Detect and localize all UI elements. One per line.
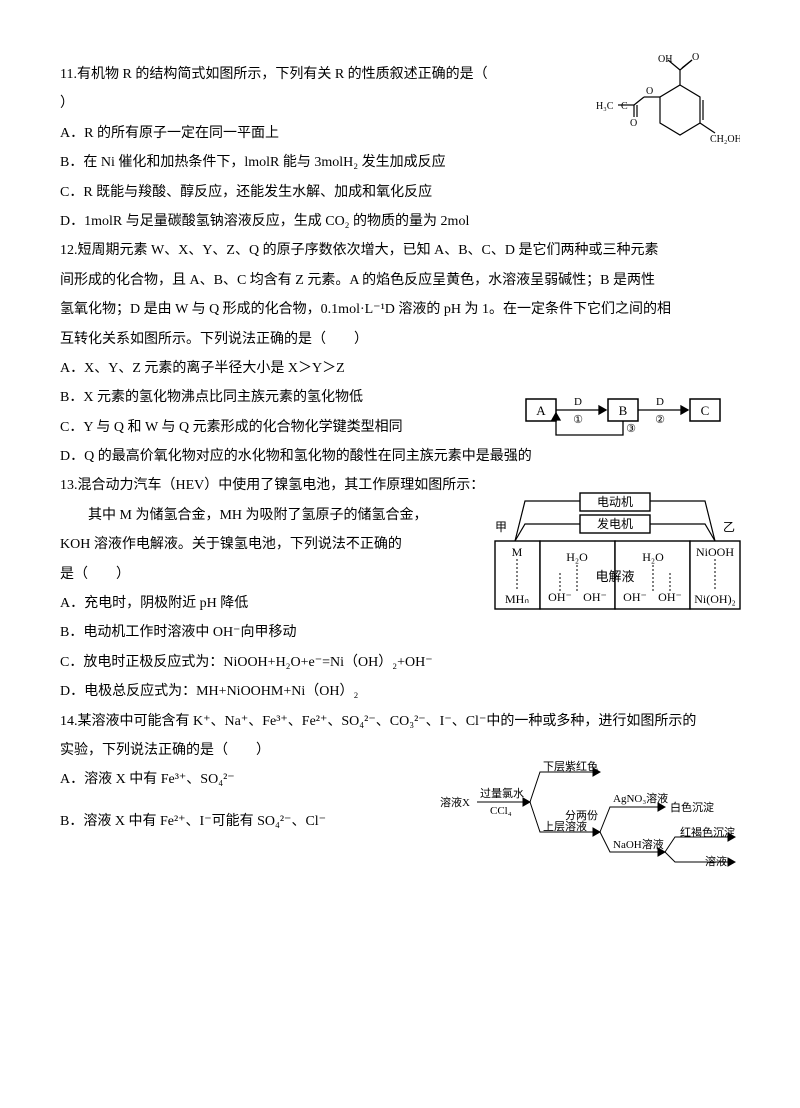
svg-text:OH⁻: OH⁻ <box>623 590 647 604</box>
q12-stem-line4: 互转化关系如图所示。下列说法正确的是（ ） <box>60 325 740 354</box>
svg-text:A: A <box>536 403 546 418</box>
svg-text:过量氯水: 过量氯水 <box>480 786 524 800</box>
svg-text:H₂O: H₂O <box>566 550 588 564</box>
svg-text:CCl₄: CCl₄ <box>490 805 512 817</box>
svg-text:B: B <box>619 403 628 418</box>
svg-text:O: O <box>646 86 653 97</box>
q14-stem-line1: 14.某溶液中可能含有 K⁺、Na⁺、Fe³⁺、Fe²⁺、SO₄²⁻、CO₃²⁻… <box>60 707 740 736</box>
svg-text:OH⁻: OH⁻ <box>658 590 682 604</box>
battery-diagram: 电动机 发电机 甲 乙 M MHₙ NiOOH Ni(OH)₂ H₂O H₂O … <box>485 491 745 616</box>
question-11: O OH H₃C C O O CH₂OH 11.有机物 R 的结构简式如图所示，… <box>60 60 740 236</box>
svg-text:NaOH溶液: NaOH溶液 <box>613 837 664 851</box>
svg-text:溶液: 溶液 <box>705 854 727 867</box>
svg-text:CH₂OH: CH₂OH <box>710 134 740 145</box>
svg-text:MHₙ: MHₙ <box>505 592 529 606</box>
svg-text:②: ② <box>655 414 665 426</box>
svg-text:O: O <box>630 118 637 129</box>
svg-text:D: D <box>574 396 582 408</box>
svg-text:电动机: 电动机 <box>597 495 633 509</box>
q13-option-c: C．放电时正极反应式为：NiOOH+H₂O+e⁻=Ni（OH）₂+OH⁻ <box>60 648 740 677</box>
svg-text:分两份: 分两份 <box>565 809 598 822</box>
svg-text:H₂O: H₂O <box>642 550 664 564</box>
q12-stem-line2: 间形成的化合物，且 A、B、C 均含有 Z 元素。A 的焰色反应呈黄色，水溶液呈… <box>60 266 740 295</box>
svg-text:AgNO₃溶液: AgNO₃溶液 <box>613 791 668 805</box>
svg-text:白色沉淀: 白色沉淀 <box>670 800 714 814</box>
svg-text:①: ① <box>573 414 583 426</box>
svg-text:H₃C: H₃C <box>596 101 614 112</box>
svg-text:D: D <box>656 396 664 408</box>
experiment-diagram: 溶液X 过量氯水 CCl₄ 下层紫红色 上层溶液 分两份 AgNO₃溶液 白色沉… <box>435 757 745 867</box>
q12-option-a: A．X、Y、Z 元素的离子半径大小是 X＞Y＞Z <box>60 354 740 383</box>
svg-text:OH⁻: OH⁻ <box>583 590 607 604</box>
question-13: 13.混合动力汽车（HEV）中使用了镍氢电池，其工作原理如图所示： 电动机 发电… <box>60 471 740 706</box>
svg-text:电解液: 电解液 <box>595 569 634 584</box>
transform-diagram: A B C D D ① ② ③ <box>520 391 730 449</box>
svg-text:Ni(OH)₂: Ni(OH)₂ <box>694 592 736 606</box>
svg-text:甲: 甲 <box>495 520 507 534</box>
molecule-diagram: O OH H₃C C O O CH₂OH <box>590 50 740 165</box>
svg-text:NiOOH: NiOOH <box>696 545 734 559</box>
svg-text:OH⁻: OH⁻ <box>548 590 572 604</box>
q12-stem-line1: 12.短周期元素 W、X、Y、Z、Q 的原子序数依次增大，已知 A、B、C、D … <box>60 236 740 265</box>
q11-option-d: D．1molR 与足量碳酸氢钠溶液反应，生成 CO₂ 的物质的量为 2mol <box>60 207 740 236</box>
svg-text:C: C <box>701 403 710 418</box>
svg-text:红褐色沉淀: 红褐色沉淀 <box>680 825 735 839</box>
svg-text:③: ③ <box>626 423 636 435</box>
q13-option-b: B．电动机工作时溶液中 OH⁻向甲移动 <box>60 618 740 647</box>
svg-text:M: M <box>512 545 523 559</box>
q11-option-c: C．R 既能与羧酸、醇反应，还能发生水解、加成和氧化反应 <box>60 178 740 207</box>
svg-text:乙: 乙 <box>723 520 735 534</box>
svg-text:发电机: 发电机 <box>597 516 633 531</box>
svg-text:O: O <box>692 52 699 63</box>
svg-text:C: C <box>621 101 628 112</box>
q13-option-d: D．电极总反应式为：MH+NiOOHM+Ni（OH）₂ <box>60 677 740 706</box>
question-12: 12.短周期元素 W、X、Y、Z、Q 的原子序数依次增大，已知 A、B、C、D … <box>60 236 740 471</box>
q12-stem-line3: 氢氧化物；D 是由 W 与 Q 形成的化合物，0.1mol·L⁻¹D 溶液的 p… <box>60 295 740 324</box>
question-14: 14.某溶液中可能含有 K⁺、Na⁺、Fe³⁺、Fe²⁺、SO₄²⁻、CO₃²⁻… <box>60 707 740 837</box>
svg-text:下层紫红色: 下层紫红色 <box>543 759 598 773</box>
svg-text:溶液X: 溶液X <box>440 795 470 809</box>
svg-text:OH: OH <box>658 54 672 65</box>
